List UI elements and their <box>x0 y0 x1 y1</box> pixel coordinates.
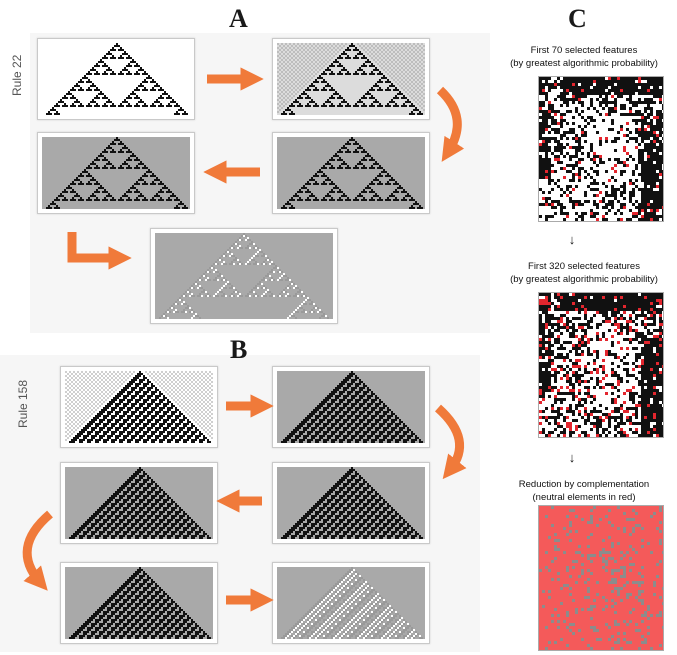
step-1-caption: First 70 selected features (by greatest … <box>494 44 674 70</box>
step-2-caption-line-2: (by greatest algorithmic probability) <box>494 273 674 286</box>
step-3-caption-line-1: Reduction by complementation <box>494 478 674 491</box>
complement-image-pixels <box>539 506 663 650</box>
down-arrow-icon: ↓ <box>562 450 582 465</box>
step-2-caption: First 320 selected features (by greatest… <box>494 260 674 286</box>
arrow-curve-down-icon <box>27 514 50 582</box>
feature-image-320 <box>538 292 664 438</box>
step-1-caption-line-2: (by greatest algorithmic probability) <box>494 57 674 70</box>
feature-image-320-pixels <box>539 293 663 437</box>
complement-image <box>538 505 664 651</box>
arrow-curve-down-icon <box>440 90 457 152</box>
feature-image-70 <box>538 76 664 222</box>
step-3-caption-line-2: (neutral elements in red) <box>494 491 674 504</box>
step-3-caption: Reduction by complementation (neutral el… <box>494 478 674 504</box>
arrow-bend-right-icon <box>72 232 120 258</box>
down-arrow-icon: ↓ <box>562 232 582 247</box>
feature-image-70-pixels <box>539 77 663 221</box>
step-1-caption-line-1: First 70 selected features <box>494 44 674 57</box>
arrow-curve-down-icon <box>438 408 460 470</box>
step-2-caption-line-1: First 320 selected features <box>494 260 674 273</box>
